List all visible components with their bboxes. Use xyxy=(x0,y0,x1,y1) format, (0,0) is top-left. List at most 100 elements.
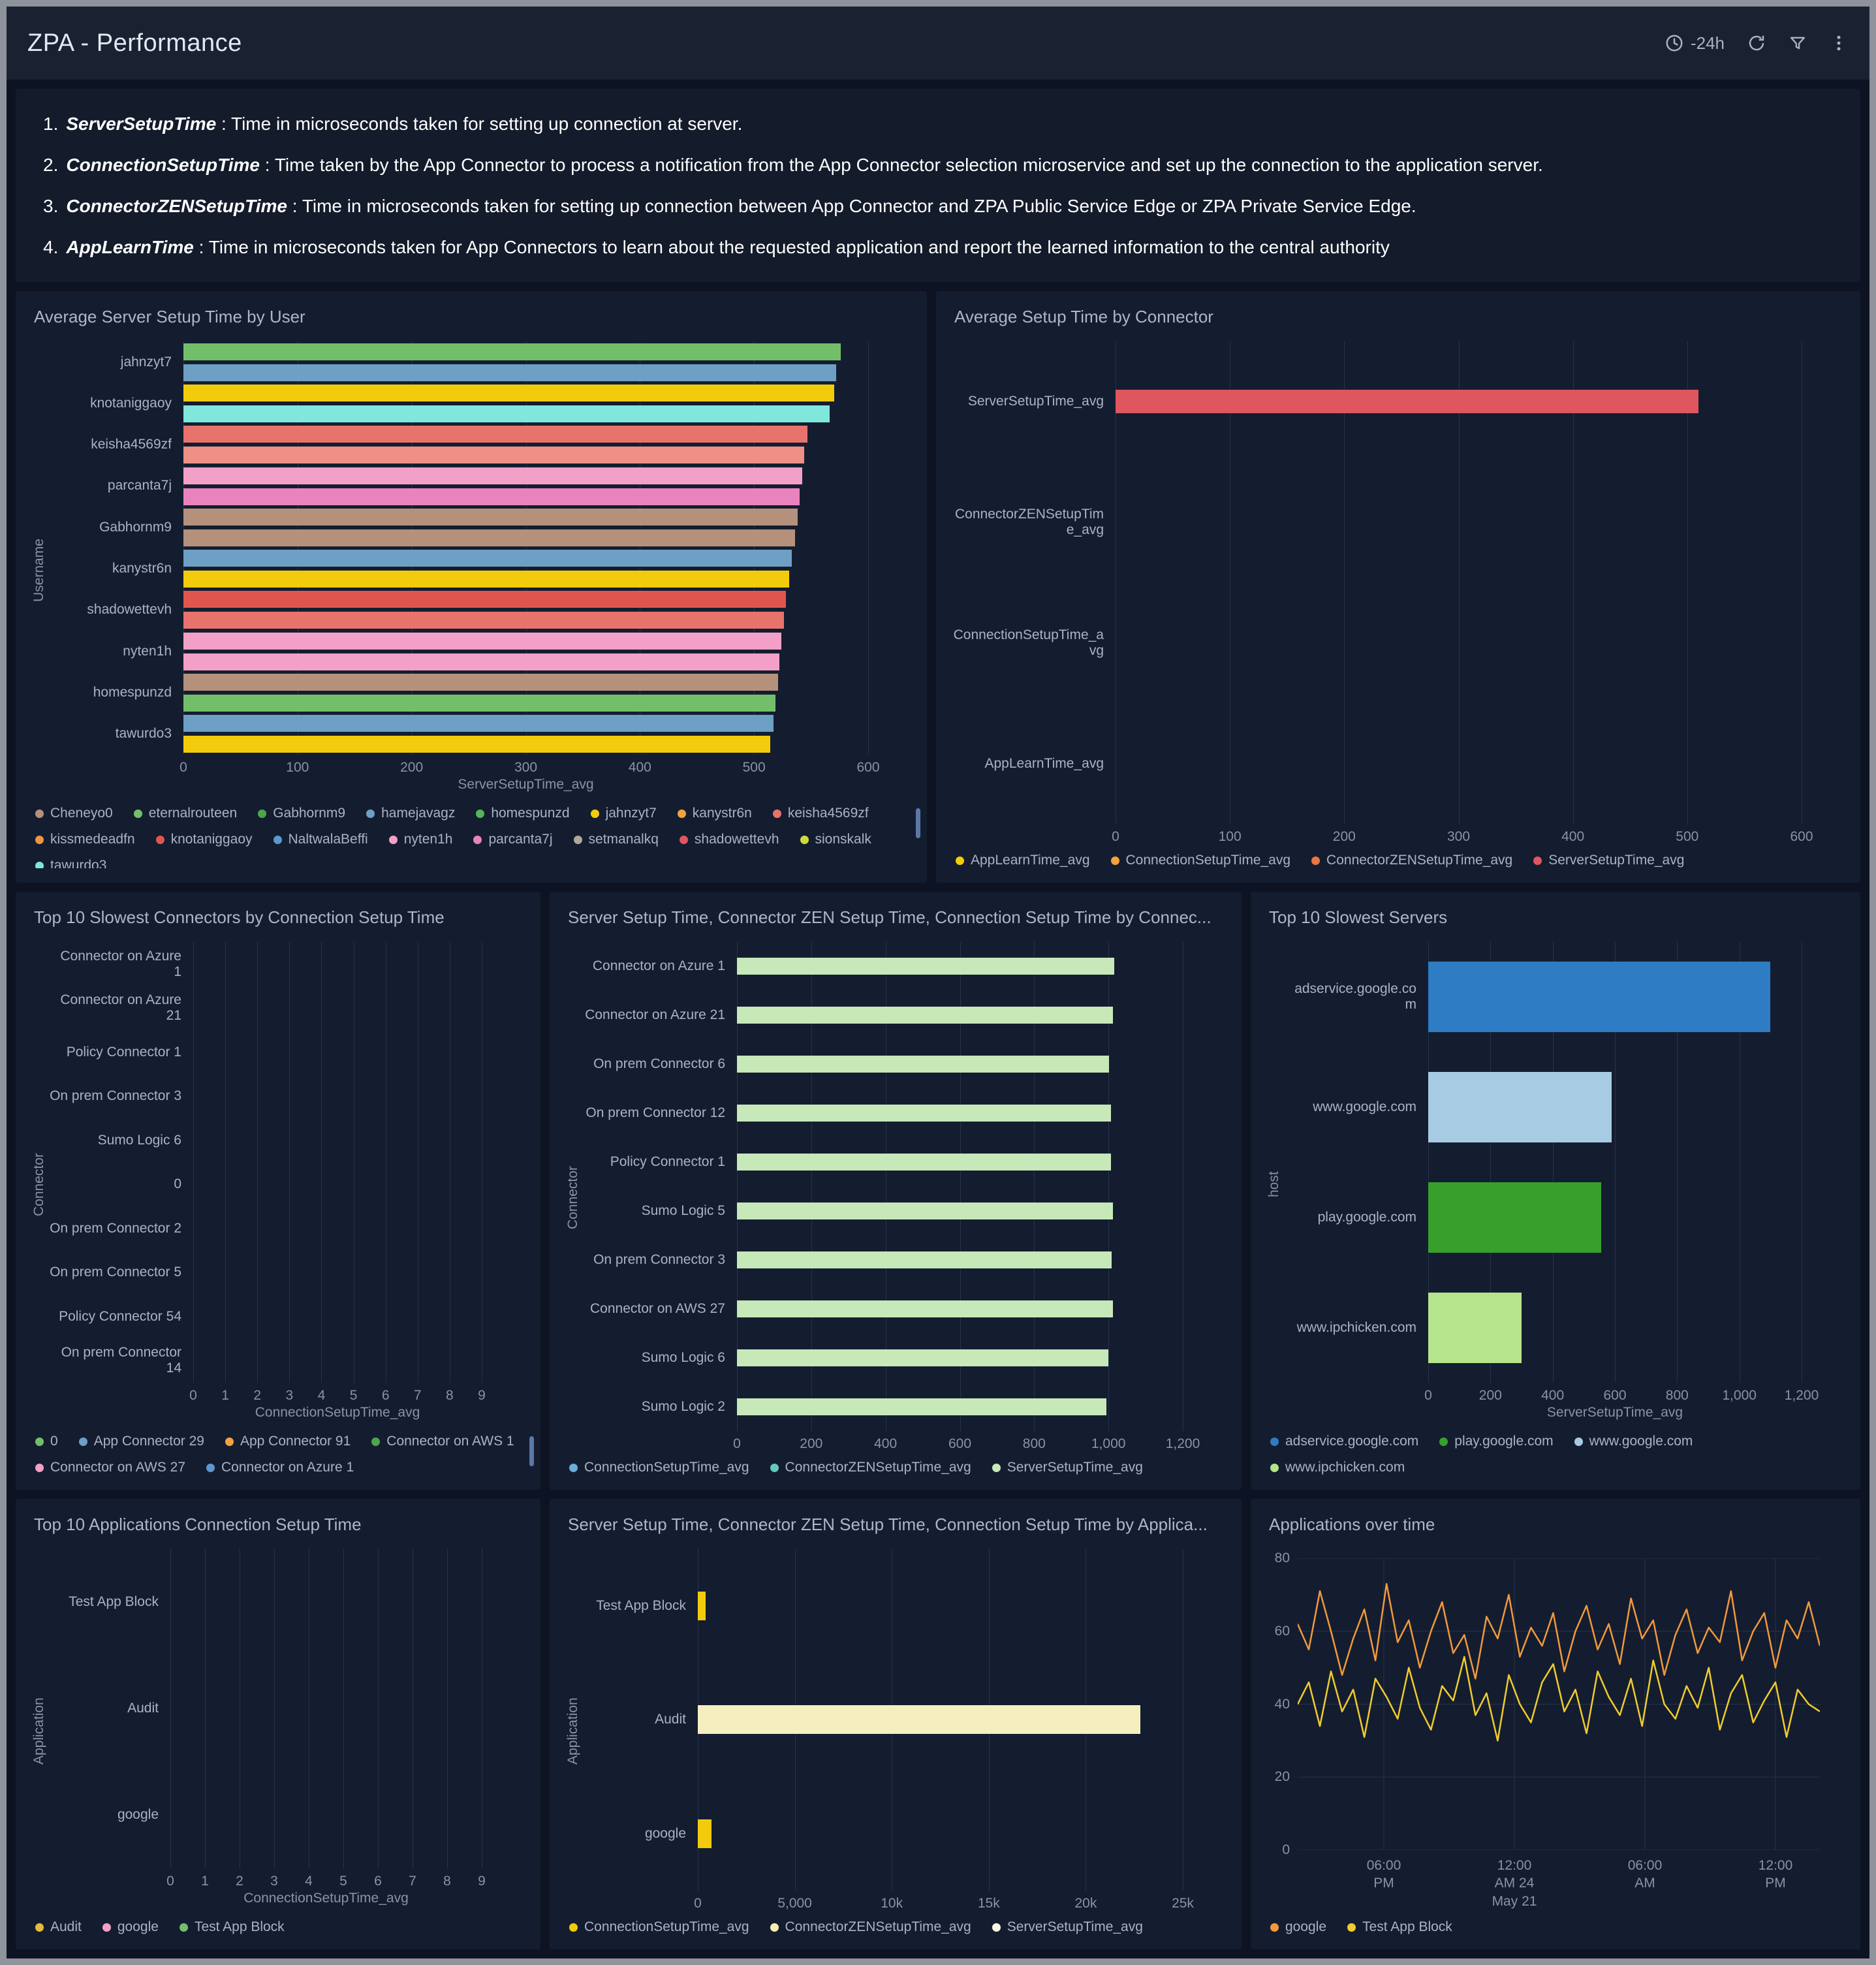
bar[interactable] xyxy=(1428,1182,1601,1253)
dashboard-content: 1. ServerSetupTime : Time in microseconds… xyxy=(7,80,1869,1958)
legend-item[interactable]: adservice.google.com xyxy=(1270,1434,1418,1449)
panel-top10-applications-connection-setup: Top 10 Applications Connection Setup Tim… xyxy=(16,1499,540,1949)
line-series-google[interactable] xyxy=(1298,1584,1820,1678)
bar[interactable] xyxy=(183,529,796,546)
legend-item[interactable]: ServerSetupTime_avg xyxy=(992,1919,1143,1935)
legend-item[interactable]: Test App Block xyxy=(1347,1919,1452,1935)
bar[interactable] xyxy=(183,447,805,464)
gridline xyxy=(754,341,755,755)
legend-item[interactable]: Connector on Azure 1 xyxy=(206,1460,354,1475)
legend-item[interactable]: NaltwalaBeffi xyxy=(273,832,368,847)
bar[interactable] xyxy=(183,715,774,732)
bar[interactable] xyxy=(183,343,841,360)
legend-item[interactable]: shadowettevh xyxy=(679,832,779,847)
kebab-menu-button[interactable] xyxy=(1829,33,1849,53)
legend-item[interactable]: Test App Block xyxy=(179,1919,285,1935)
legend-items: Audit google Test App Block xyxy=(35,1919,521,1935)
time-range-control[interactable]: -24h xyxy=(1665,33,1725,54)
legend-item[interactable]: eternalrouteen xyxy=(133,806,237,821)
legend-scrollbar[interactable] xyxy=(529,1436,534,1466)
bar[interactable] xyxy=(737,1349,1109,1366)
legend-item[interactable]: www.google.com xyxy=(1574,1434,1693,1449)
bar[interactable] xyxy=(183,674,778,691)
legend-item[interactable]: play.google.com xyxy=(1439,1434,1554,1449)
legend-item[interactable]: parcanta7j xyxy=(473,832,553,847)
legend-item[interactable]: ConnectionSetupTime_avg xyxy=(569,1460,749,1475)
bar[interactable] xyxy=(737,1007,1113,1024)
legend-item[interactable]: jahnzyt7 xyxy=(590,806,657,821)
bar[interactable] xyxy=(183,591,787,608)
bar[interactable] xyxy=(737,1154,1111,1171)
legend-item[interactable]: nyten1h xyxy=(388,832,452,847)
legend-item[interactable]: ConnectorZENSetupTime_avg xyxy=(770,1460,971,1475)
bar[interactable] xyxy=(183,632,782,650)
bar[interactable] xyxy=(1116,390,1699,414)
bar[interactable] xyxy=(737,1056,1110,1073)
category-label: On prem Connector 3 xyxy=(593,1251,725,1267)
legend-dot xyxy=(590,809,599,818)
x-tick-label: 600 xyxy=(1603,1388,1627,1403)
legend-item[interactable]: ConnectionSetupTime_avg xyxy=(1110,853,1290,868)
legend-item[interactable]: hamejavagz xyxy=(366,806,455,821)
bar[interactable] xyxy=(698,1592,706,1621)
legend-item[interactable]: ConnectorZENSetupTime_avg xyxy=(770,1919,971,1935)
legend-item[interactable]: google xyxy=(102,1919,159,1935)
bar[interactable] xyxy=(183,653,779,670)
legend-item[interactable]: AppLearnTime_avg xyxy=(956,853,1090,868)
legend-item[interactable]: kissmedeadfn xyxy=(35,832,135,847)
bar[interactable] xyxy=(183,384,834,401)
bar[interactable] xyxy=(183,612,784,629)
legend-item[interactable]: setmanalkq xyxy=(573,832,659,847)
bar[interactable] xyxy=(183,488,800,505)
legend-item[interactable]: keisha4569zf xyxy=(772,806,869,821)
bar[interactable] xyxy=(737,1300,1113,1317)
filter-button[interactable] xyxy=(1789,34,1807,52)
legend-item[interactable]: ServerSetupTime_avg xyxy=(1533,853,1684,868)
legend-dot xyxy=(1439,1437,1448,1446)
bar[interactable] xyxy=(737,1251,1112,1268)
legend-item[interactable]: homespunzd xyxy=(476,806,570,821)
legend-item[interactable]: www.ipchicken.com xyxy=(1270,1460,1405,1475)
bar[interactable] xyxy=(183,426,808,443)
legend-scrollbar[interactable] xyxy=(916,808,920,838)
legend-item[interactable]: Cheneyo0 xyxy=(35,806,113,821)
legend-item[interactable]: tawurdo3 xyxy=(35,858,106,868)
legend-item[interactable]: google xyxy=(1270,1919,1326,1935)
legend-item[interactable]: Gabhornm9 xyxy=(258,806,345,821)
bar[interactable] xyxy=(183,364,837,381)
bar[interactable] xyxy=(183,571,790,588)
legend-item[interactable]: App Connector 91 xyxy=(225,1434,351,1449)
bar[interactable] xyxy=(737,1202,1113,1219)
legend-item[interactable]: Audit xyxy=(35,1919,82,1935)
legend-item[interactable]: 0 xyxy=(35,1434,58,1449)
bar[interactable] xyxy=(1428,962,1771,1033)
gridline xyxy=(257,942,258,1383)
refresh-button[interactable] xyxy=(1747,33,1766,53)
category-label: Sumo Logic 6 xyxy=(97,1132,181,1148)
category-label: google xyxy=(644,1825,686,1841)
line-series-test-app-block[interactable] xyxy=(1298,1657,1820,1741)
legend-item[interactable]: ServerSetupTime_avg xyxy=(992,1460,1143,1475)
legend-item[interactable]: Connector on AWS 27 xyxy=(35,1460,185,1475)
bar[interactable] xyxy=(183,736,770,753)
legend-item[interactable]: ConnectionSetupTime_avg xyxy=(569,1919,749,1935)
legend-item[interactable]: kanystr6n xyxy=(677,806,752,821)
bar[interactable] xyxy=(183,508,798,526)
category-label: AppLearnTime_avg xyxy=(984,755,1104,771)
legend-item[interactable]: App Connector 29 xyxy=(78,1434,204,1449)
bar[interactable] xyxy=(698,1705,1140,1735)
bar[interactable] xyxy=(1428,1292,1522,1363)
bar[interactable] xyxy=(1428,1072,1612,1143)
bar[interactable] xyxy=(183,695,776,712)
bar[interactable] xyxy=(183,550,792,567)
bar[interactable] xyxy=(698,1819,711,1848)
legend-item[interactable]: knotaniggaoy xyxy=(155,832,253,847)
bar[interactable] xyxy=(737,958,1114,975)
legend-item[interactable]: sionskalk xyxy=(800,832,871,847)
bar[interactable] xyxy=(183,405,830,422)
legend-item[interactable]: ConnectorZENSetupTime_avg xyxy=(1311,853,1512,868)
legend-item[interactable]: Connector on AWS 1 xyxy=(371,1434,514,1449)
bar[interactable] xyxy=(737,1105,1111,1122)
bar[interactable] xyxy=(737,1398,1107,1415)
bar[interactable] xyxy=(183,467,802,484)
